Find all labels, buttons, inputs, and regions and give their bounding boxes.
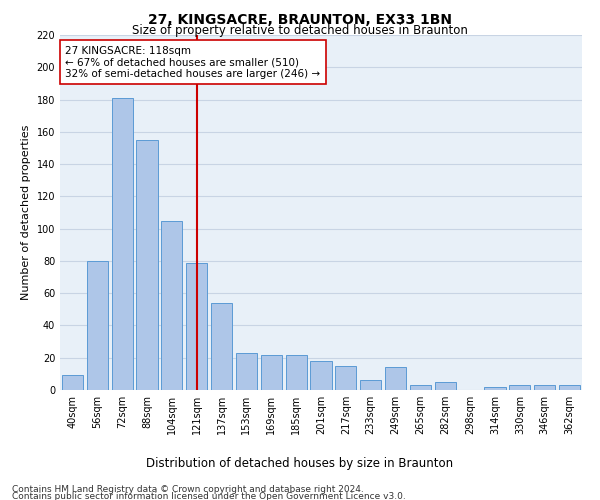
Bar [62, 376, 83, 390]
Bar [186, 262, 207, 390]
Text: 27, KINGSACRE, BRAUNTON, EX33 1BN: 27, KINGSACRE, BRAUNTON, EX33 1BN [148, 12, 452, 26]
Bar [410, 385, 431, 390]
Bar [385, 368, 406, 390]
Text: Size of property relative to detached houses in Braunton: Size of property relative to detached ho… [132, 24, 468, 37]
Bar [310, 361, 332, 390]
Bar [161, 220, 182, 390]
Bar [261, 354, 282, 390]
Text: Distribution of detached houses by size in Braunton: Distribution of detached houses by size … [146, 458, 454, 470]
Bar [112, 98, 133, 390]
Bar [335, 366, 356, 390]
Text: Contains HM Land Registry data © Crown copyright and database right 2024.: Contains HM Land Registry data © Crown c… [12, 485, 364, 494]
Text: Contains public sector information licensed under the Open Government Licence v3: Contains public sector information licen… [12, 492, 406, 500]
Bar [534, 385, 555, 390]
Bar [136, 140, 158, 390]
Bar [211, 303, 232, 390]
Bar [87, 261, 108, 390]
Bar [509, 385, 530, 390]
Text: 27 KINGSACRE: 118sqm
← 67% of detached houses are smaller (510)
32% of semi-deta: 27 KINGSACRE: 118sqm ← 67% of detached h… [65, 46, 320, 79]
Bar [484, 387, 506, 390]
Y-axis label: Number of detached properties: Number of detached properties [21, 125, 31, 300]
Bar [559, 385, 580, 390]
Bar [236, 353, 257, 390]
Bar [435, 382, 456, 390]
Bar [360, 380, 381, 390]
Bar [286, 354, 307, 390]
